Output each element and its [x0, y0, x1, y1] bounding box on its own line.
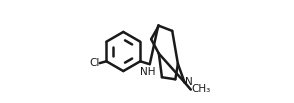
Text: CH₃: CH₃ [191, 84, 211, 94]
Text: Cl: Cl [89, 58, 99, 68]
Text: N: N [186, 77, 193, 87]
Text: NH: NH [140, 67, 156, 77]
